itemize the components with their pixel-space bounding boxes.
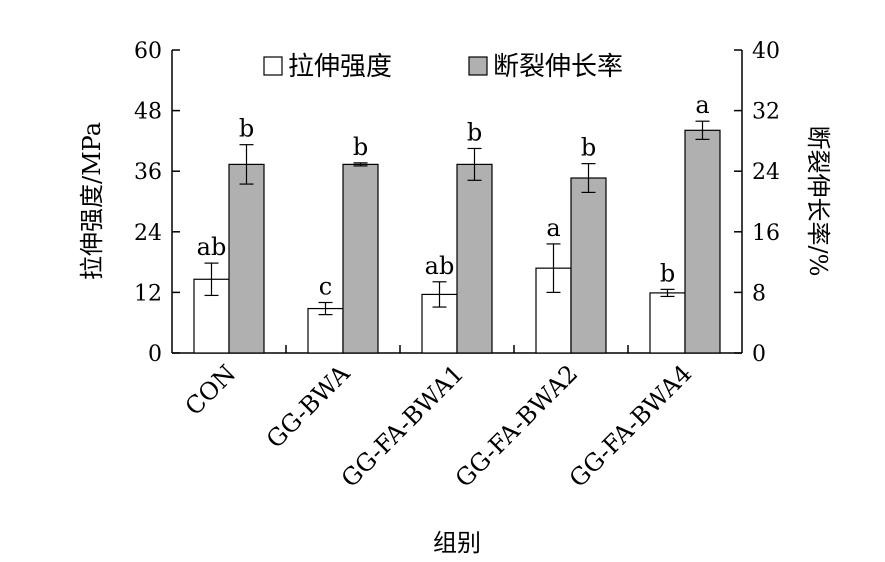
bar-tensile-strength xyxy=(307,307,344,354)
y-tick-label-right: 8 xyxy=(752,281,766,306)
significance-label: b xyxy=(581,134,596,162)
y-tick-label-left: 60 xyxy=(134,39,162,64)
significance-label: b xyxy=(467,118,482,146)
y-tick-label-left: 48 xyxy=(134,100,162,125)
x-tick-label: GG-BWA xyxy=(261,359,356,454)
bar-elongation xyxy=(570,177,607,354)
x-tick-label: CON xyxy=(180,359,242,421)
significance-label: b xyxy=(353,133,368,161)
y-axis-title-left: 拉伸强度/MPa xyxy=(78,122,106,280)
legend-label-elongation: 断裂伸长率 xyxy=(493,52,623,82)
y-tick-label-left: 0 xyxy=(148,342,162,367)
significance-label: a xyxy=(695,91,709,119)
y-tick-label-right: 16 xyxy=(752,221,780,246)
bar-elongation xyxy=(684,129,721,354)
legend-label-tensile: 拉伸强度 xyxy=(288,52,392,82)
bar-tensile-strength xyxy=(649,292,686,354)
bar-series xyxy=(193,120,721,354)
legend: 拉伸强度 断裂伸长率 xyxy=(263,52,623,82)
significance-label: a xyxy=(546,214,560,242)
axis-ticks xyxy=(172,49,742,354)
significance-label: c xyxy=(319,273,332,301)
legend-swatch-tensile xyxy=(263,56,283,76)
y-tick-label-right: 40 xyxy=(752,39,780,64)
y-tick-label-right: 32 xyxy=(752,100,780,125)
y-tick-label-left: 36 xyxy=(134,160,162,185)
significance-label: ab xyxy=(425,252,455,280)
legend-swatch-elongation xyxy=(468,56,488,76)
bar-elongation xyxy=(342,163,379,354)
y-tick-label-left: 12 xyxy=(134,281,162,306)
significance-label: ab xyxy=(197,233,227,261)
y-tick-label-right: 24 xyxy=(752,160,780,185)
y-axis-title-right: 断裂伸长率/% xyxy=(804,126,832,277)
bar-elongation xyxy=(456,163,493,354)
x-tick-label: GG-FA-BWA4 xyxy=(564,359,697,492)
bar-elongation xyxy=(228,163,265,354)
y-tick-label-left: 24 xyxy=(134,221,162,246)
y-tick-label-right: 0 xyxy=(752,342,766,367)
x-axis-title: 组别 xyxy=(433,529,481,557)
significance-label: b xyxy=(660,259,675,287)
significance-label: b xyxy=(239,115,254,143)
